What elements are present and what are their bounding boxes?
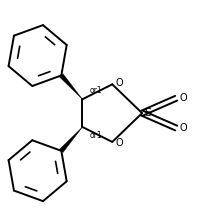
Text: O: O xyxy=(116,78,123,88)
Text: S: S xyxy=(145,108,152,118)
Text: O: O xyxy=(180,123,187,133)
Text: or1: or1 xyxy=(90,86,103,95)
Text: or1: or1 xyxy=(90,131,103,140)
Text: O: O xyxy=(180,93,187,103)
Polygon shape xyxy=(60,74,83,99)
Polygon shape xyxy=(60,127,83,152)
Text: O: O xyxy=(116,138,123,148)
